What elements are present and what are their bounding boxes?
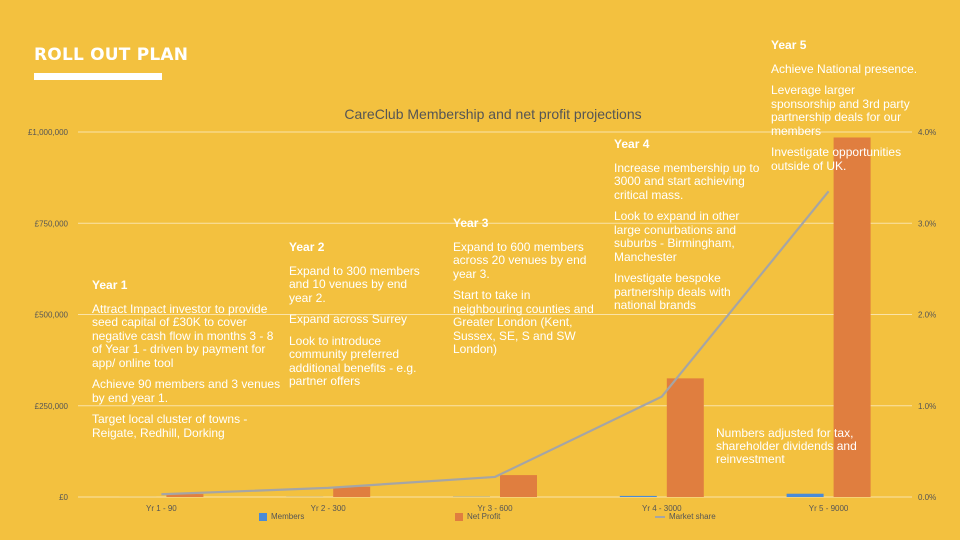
- legend-label-net-profit: Net Profit: [467, 512, 501, 521]
- year-2-text-2: Expand across Surrey: [289, 312, 408, 326]
- year-1-heading: Year 1: [92, 278, 128, 292]
- x-tick-label: Yr 1 - 90: [146, 504, 177, 513]
- y2-tick-label: 3.0%: [918, 219, 936, 228]
- year-3-text-2: Start to take in neighbouring counties a…: [453, 288, 594, 356]
- legend-members: Members: [259, 512, 304, 521]
- year-2-text-1: Expand to 300 members and 10 venues by e…: [289, 263, 420, 305]
- year-5-text-3: Investigate opportunities outside of UK.: [771, 145, 902, 173]
- y-tick-label: £750,000: [35, 219, 69, 228]
- legend-label-market-share: Market share: [669, 512, 716, 521]
- line-market-share: [161, 190, 830, 496]
- y-tick-label: £250,000: [35, 402, 69, 411]
- year-3-block: Year 3 Expand to 600 members across 20 v…: [453, 216, 603, 365]
- year-2-block: Year 2 Expand to 300 members and 10 venu…: [289, 240, 429, 397]
- legend-swatch-market-share: [655, 515, 665, 518]
- title-underline: [34, 73, 162, 80]
- legend-swatch-net-profit: [455, 512, 463, 521]
- adjustment-note: Numbers adjusted for tax, shareholder di…: [716, 426, 857, 466]
- legend-net-profit: Net Profit: [455, 512, 500, 521]
- year-2-text-3: Look to introduce community preferred ad…: [289, 333, 417, 388]
- x-tick-label: Yr 5 - 9000: [809, 504, 849, 513]
- legend-label-members: Members: [271, 512, 305, 521]
- year-5-heading: Year 5: [771, 38, 807, 52]
- bar-net-profit: [166, 494, 204, 497]
- slide-title: ROLL OUT PLAN: [34, 45, 189, 65]
- year-3-text-1: Expand to 600 members across 20 venues b…: [453, 239, 587, 281]
- y2-tick-label: 2.0%: [918, 311, 936, 320]
- y-tick-label: £500,000: [35, 311, 69, 320]
- bar-net-profit: [333, 486, 371, 497]
- y2-tick-label: 1.0%: [918, 402, 936, 411]
- chart-title: CareClub Membership and net profit proje…: [344, 106, 642, 122]
- year-1-text-1: Attract Impact investor to provide seed …: [92, 301, 274, 370]
- year-3-heading: Year 3: [453, 216, 489, 230]
- x-tick-label: Yr 4 - 3000: [642, 504, 682, 513]
- y-tick-label: £1,000,000: [28, 128, 69, 137]
- y2-tick-label: 0.0%: [918, 493, 936, 502]
- legend-swatch-members: [259, 512, 267, 521]
- bar-net-profit: [500, 475, 537, 497]
- legend-market-share: Market share: [655, 512, 716, 521]
- year-1-text-3: Target local cluster of towns - Reigate,…: [92, 412, 248, 440]
- year-1-block: Year 1 Attract Impact investor to provid…: [92, 278, 282, 448]
- year-4-heading: Year 4: [614, 137, 650, 151]
- y-tick-label: £0: [59, 493, 68, 502]
- year-1-text-2: Achieve 90 members and 3 venues by end y…: [92, 377, 281, 405]
- x-tick-label: Yr 2 - 300: [311, 504, 347, 513]
- bar-members: [786, 493, 824, 497]
- year-5-block: Year 5 Achieve National presence. Levera…: [771, 38, 921, 181]
- y2-tick-label: 4.0%: [918, 128, 936, 137]
- bar-net-profit: [833, 137, 871, 497]
- x-tick-label: Yr 3 - 600: [477, 504, 513, 513]
- year-5-text-1: Achieve National presence.: [771, 61, 918, 76]
- bar-members: [619, 495, 657, 497]
- year-4-text-2: Look to expand in other large conurbatio…: [614, 209, 740, 264]
- year-5-text-2: Leverage larger sponsorship and 3rd part…: [771, 83, 910, 138]
- year-4-text-3: Investigate bespoke partnership deals wi…: [614, 271, 731, 312]
- year-4-text-1: Increase membership up to 3000 and start…: [614, 160, 760, 202]
- year-2-heading: Year 2: [289, 240, 325, 254]
- bar-net-profit: [666, 378, 704, 497]
- year-4-block: Year 4 Increase membership up to 3000 an…: [614, 137, 764, 321]
